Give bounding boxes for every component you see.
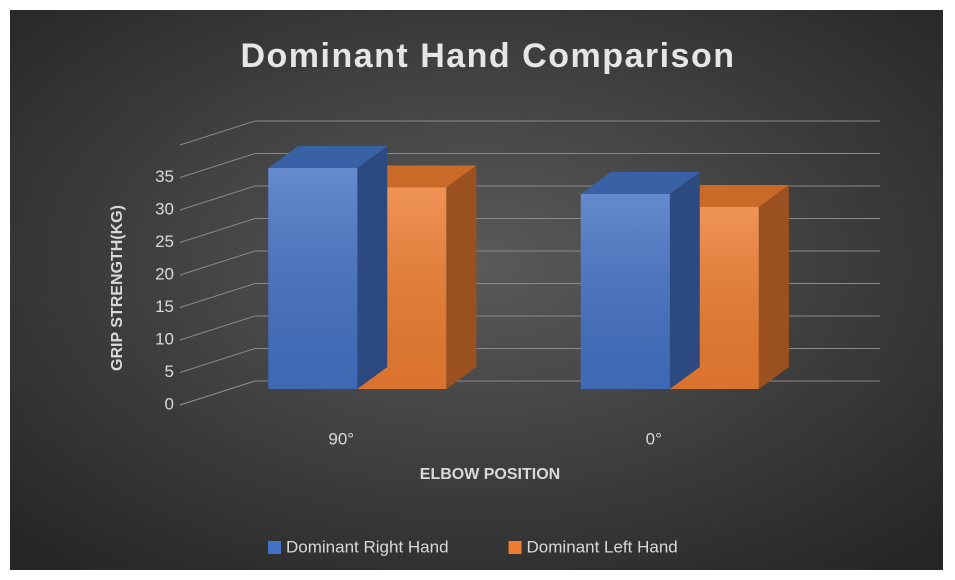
bar-side: [446, 165, 477, 389]
x-tick-label: 0°: [646, 429, 662, 448]
legend-label: Dominant Right Hand: [286, 537, 449, 556]
chart-title: Dominant Hand Comparison: [240, 37, 735, 75]
bar-side: [758, 185, 789, 389]
bar-top-shade: [268, 146, 388, 168]
bar-side-shade: [357, 146, 388, 389]
bar-top: [268, 146, 388, 168]
chart-background: [10, 10, 943, 570]
grid-line: [179, 153, 880, 178]
bar-shine: [580, 194, 670, 389]
bar-side-shade: [669, 172, 700, 389]
y-tick-label: 35: [155, 167, 174, 186]
x-tick-label: 90°: [328, 429, 354, 448]
bar-top: [580, 172, 700, 194]
bar-side-shade: [446, 165, 477, 389]
bar-side: [669, 172, 700, 389]
y-axis-title: GRIP STRENGTH(KG): [109, 205, 126, 371]
legend-swatch: [508, 541, 522, 554]
bar-side: [357, 146, 388, 389]
x-axis-title: ELBOW POSITION: [420, 466, 560, 483]
legend-label: Dominant Left Hand: [527, 537, 678, 556]
y-tick-label: 20: [155, 264, 174, 283]
y-tick-label: 25: [155, 232, 174, 251]
y-tick-label: 10: [155, 329, 174, 348]
bar-top-shade: [580, 172, 700, 194]
y-tick-label: 15: [155, 297, 174, 316]
y-tick-label: 0: [165, 394, 174, 413]
y-tick-label: 30: [155, 199, 174, 218]
bar-shine: [268, 168, 358, 389]
bar-side-shade: [758, 185, 789, 389]
y-tick-label: 5: [165, 362, 174, 381]
legend-swatch: [268, 541, 281, 554]
wall-edge: [179, 120, 880, 146]
